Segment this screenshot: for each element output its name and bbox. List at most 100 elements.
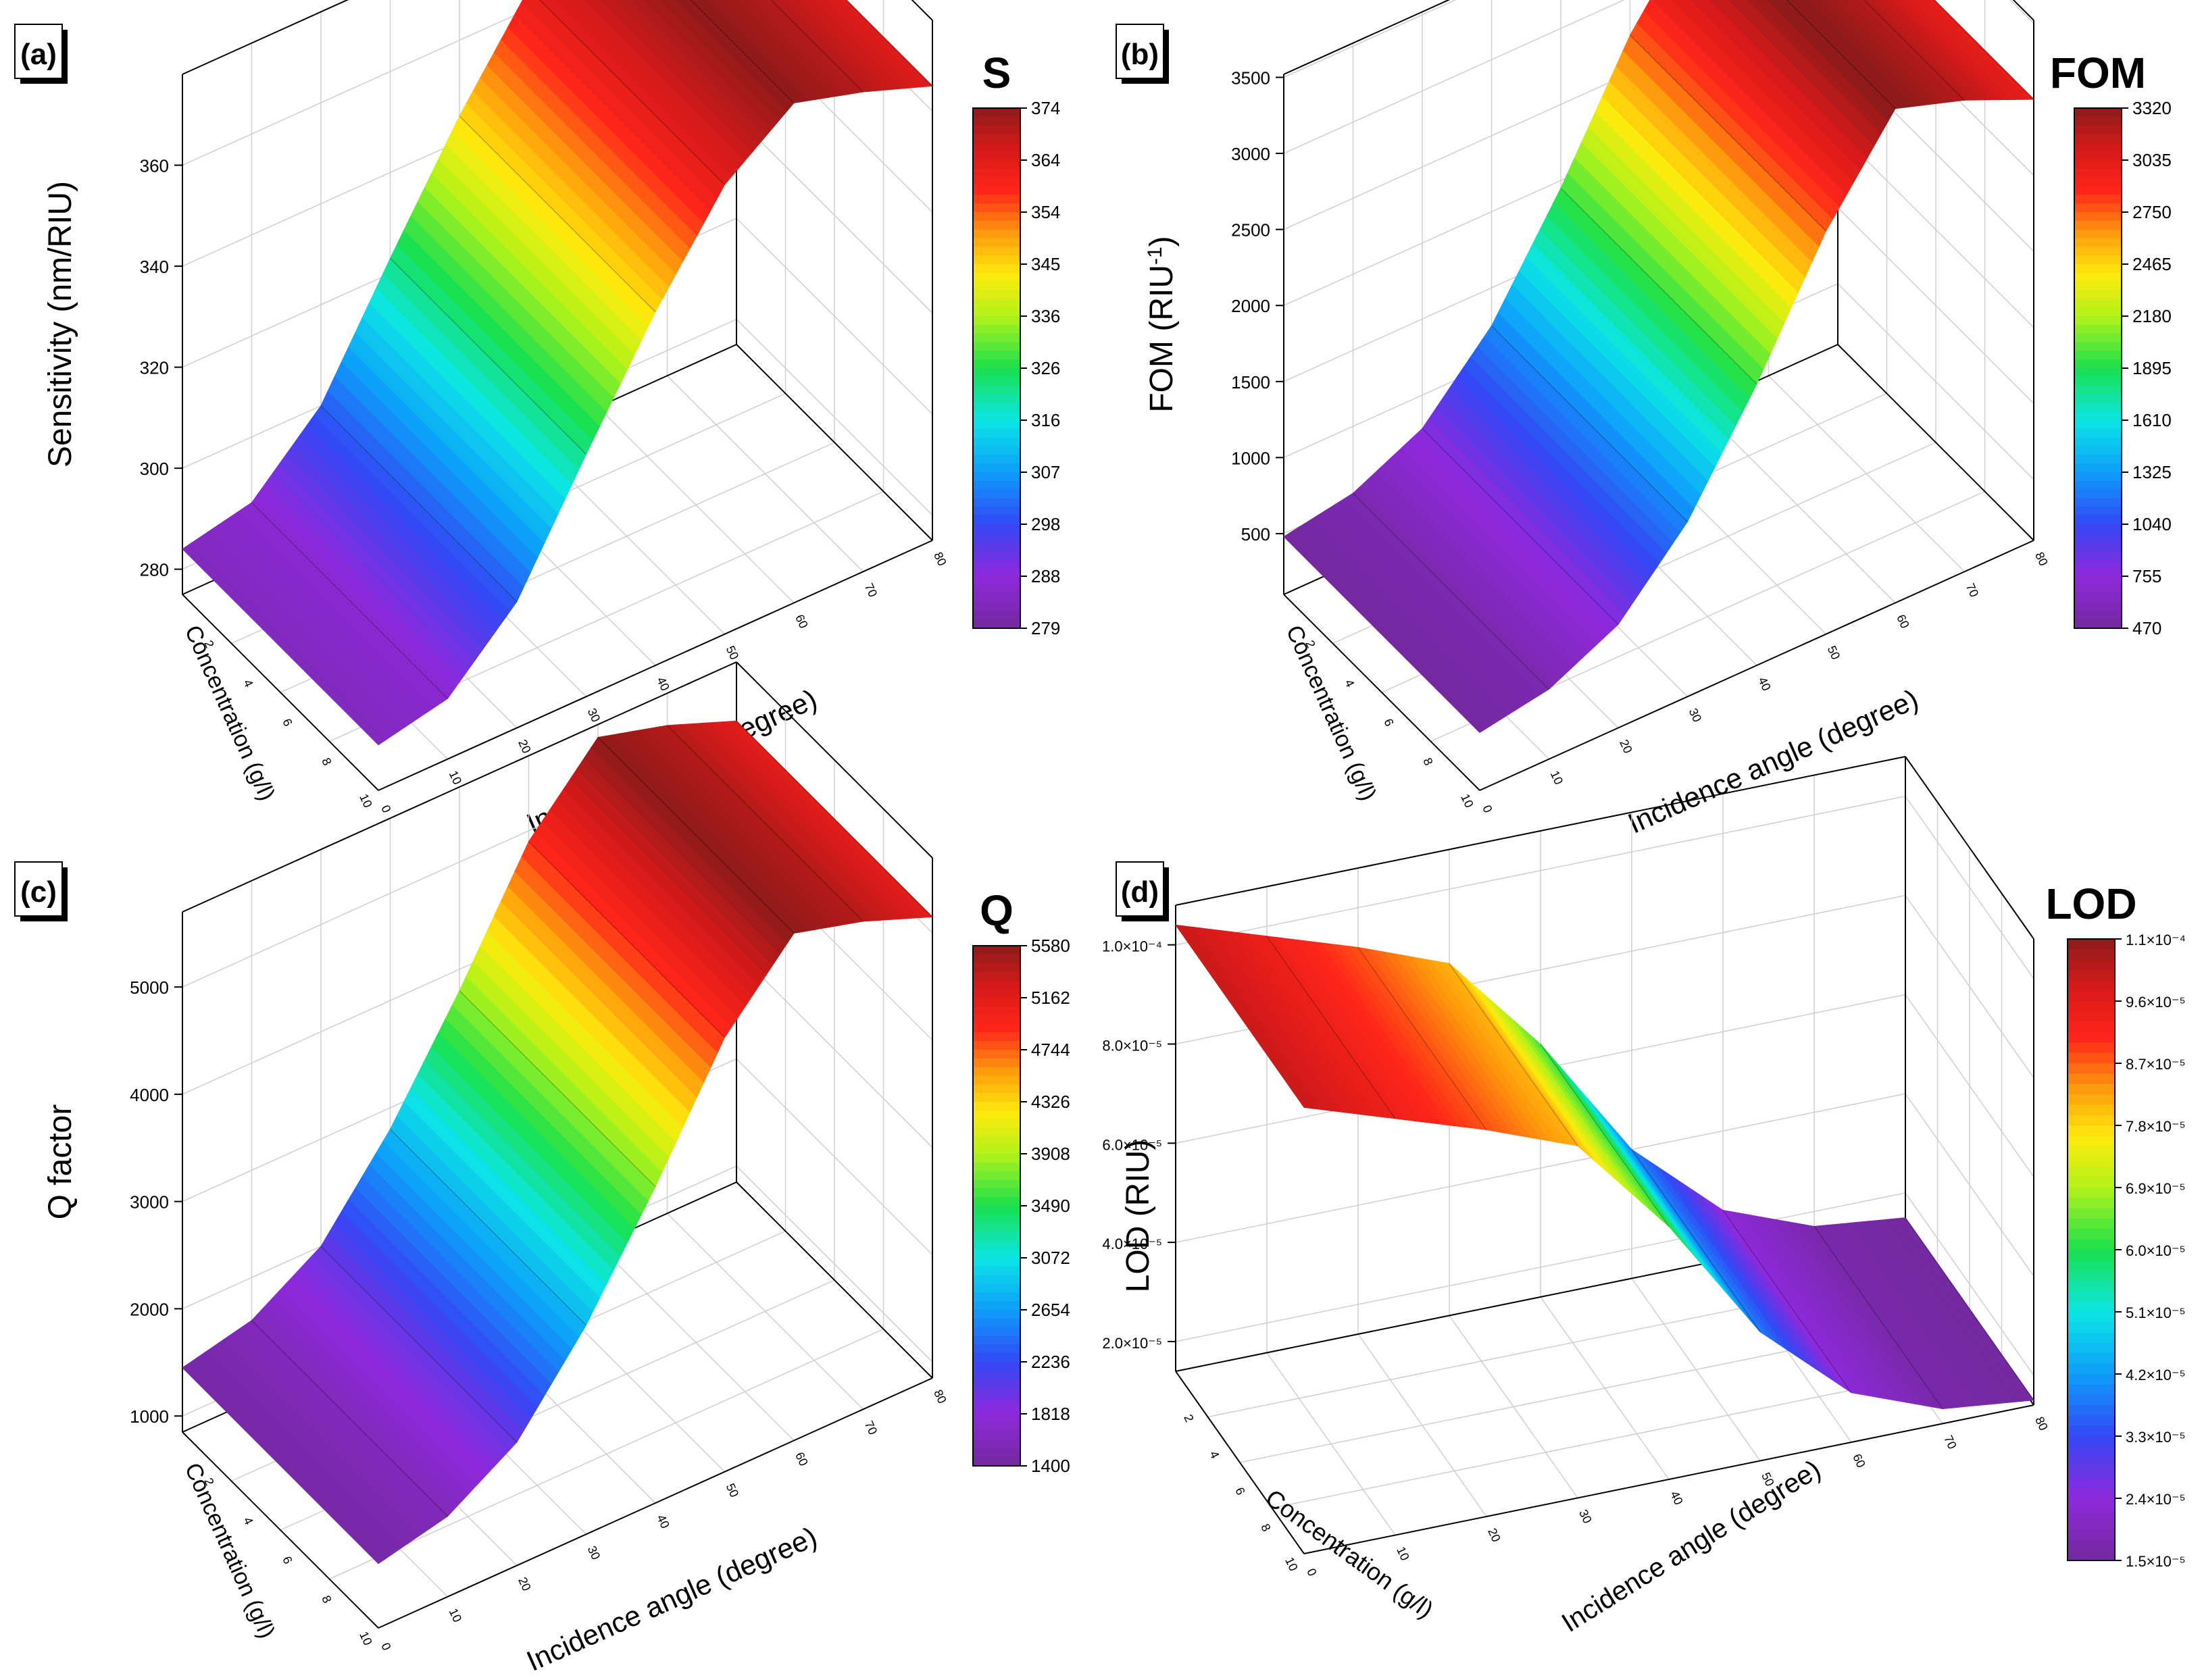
colorbar-segment [2068,1125,2115,1137]
colorbar-segment [973,186,1020,196]
colorbar-segment [973,1023,1020,1034]
z-tick-label: 1500 [1231,372,1270,392]
colorbar-segment [2074,116,2122,126]
y-tick-label: 8 [1258,1522,1273,1534]
colorbar-segment [973,168,1020,178]
colorbar-tick-label: 9.6×10⁻⁵ [2126,994,2186,1011]
colorbar-segment [2074,212,2122,222]
x-tick-label: 0 [378,1641,393,1653]
colorbar-segment [973,151,1020,161]
colorbar-segment [973,229,1020,239]
colorbar-segment [973,532,1020,542]
x-tick-label: 70 [1941,1433,1959,1452]
surface-strip [1817,0,1931,106]
colorbar-tick-label: 4326 [1031,1092,1070,1112]
surface-mesh-line [1933,0,2034,100]
axis-line [1283,0,1451,75]
surface-strip [1671,0,1861,183]
colorbar-segment [2074,394,2122,404]
surface-strip [1855,0,1966,102]
surface-strip [675,0,795,112]
surface-mesh-line [1491,325,1688,522]
colorbar-segment [2068,1073,2115,1085]
colorbar-segment [973,1457,1020,1467]
z-axis-title: FOM (RIU-1) [1144,236,1180,412]
colorbar-segment [973,177,1020,187]
colorbar-segment [973,611,1020,621]
surface-strip [1891,0,2000,101]
colorbar-segment [2068,1042,2115,1054]
axis-line [1837,344,2034,541]
surface-strip [706,0,816,101]
colorbar-segment [2068,1001,2115,1013]
colorbar-segment [2068,949,2115,961]
colorbar-segment [2068,1363,2115,1375]
colorbar-segment [973,1249,1020,1258]
surface-mesh-line [845,0,933,86]
chart-panel: 1.0×10⁻⁴ 8.0×10⁻⁵ 6.0×10⁻⁵ 4.0×10⁻⁵ 2.0×10⁻⁵… [1102,756,2186,1638]
colorbar-tick-label: 2.4×10⁻⁵ [2126,1491,2186,1508]
surface-strip [1767,0,1896,122]
colorbar-segment [2068,1539,2115,1551]
surface-mesh-line [528,841,726,1038]
colorbar-segment [2074,368,2122,378]
colorbar-tick-label: 1895 [2132,358,2172,378]
x-tick-label: 30 [1686,706,1705,724]
colorbar-segment [973,1283,1020,1294]
panel-label: (c) [14,861,68,921]
colorbar-tick-label: 1.5×10⁻⁵ [2126,1553,2186,1570]
colorbar-tick-label: 5.1×10⁻⁵ [2126,1304,2186,1321]
colorbar-segment [973,212,1020,222]
colorbar-segment [2068,1332,2115,1344]
colorbar-segment [973,1127,1020,1138]
surface-strip [1841,0,1952,103]
surface-strip [801,0,899,91]
colorbar-segment [973,1119,1020,1129]
surface-strip [816,0,913,89]
axis-line [1175,1371,1305,1554]
colorbar-segment [2074,333,2122,343]
surface-strip [1690,0,1868,171]
colorbar-segment [973,125,1020,135]
axis-line [1283,594,1480,791]
surface-strip [1913,0,2021,100]
y-axis-title: Concentration (g/l) [180,621,280,805]
colorbar-segment [2068,1063,2115,1075]
colorbar-segment [973,1414,1020,1423]
colorbar-segment [2074,428,2122,438]
z-tick-label: 2.0×10⁻⁵ [1102,1335,1162,1352]
colorbar-segment [973,1197,1020,1206]
colorbar-segment [973,498,1020,508]
colorbar-segment [973,1448,1020,1458]
colorbar-segment [2068,1136,2115,1147]
colorbar: 1.1×10⁻⁴ 9.6×10⁻⁵ 8.7×10⁻⁵ 7.8×10⁻⁵ 6.9×10⁻⁵… [2045,880,2186,1570]
z-tick-label: 320 [140,358,169,378]
colorbar-segment [2074,229,2122,239]
colorbar-segment [2074,160,2122,170]
colorbar-segment [973,1110,1020,1120]
y-tick-label: 8 [1420,756,1435,768]
x-tick-label: 80 [931,550,949,568]
z-tick-label: 4000 [130,1085,169,1105]
x-tick-label: 10 [447,1606,465,1625]
colorbar-segment [2074,489,2122,499]
colorbar-segment [2068,1167,2115,1178]
colorbar-segment [973,980,1020,990]
colorbar-segment [973,1214,1020,1224]
colorbar-segment [973,946,1020,955]
axis-line [736,661,933,859]
colorbar: 3320 3035 2750 2465 2180 1895 1610 1325 1040 755 4… [2050,49,2172,638]
z-axis-title: Q factor [43,1104,78,1220]
colorbar-tick-label: 8.7×10⁻⁵ [2126,1056,2186,1073]
axis-line [182,0,349,75]
surface-mesh-line [320,405,518,603]
colorbar-segment [973,281,1020,291]
colorbar-segment [973,1145,1020,1154]
colorbar-segment [2068,1291,2115,1302]
surface-mesh-line [459,990,656,1188]
colorbar-segment [2074,515,2122,525]
colorbar-segment [2068,1156,2115,1168]
colorbar-segment [973,1405,1020,1415]
surface-mesh-line [1357,947,1487,1130]
colorbar-segment [973,108,1020,118]
